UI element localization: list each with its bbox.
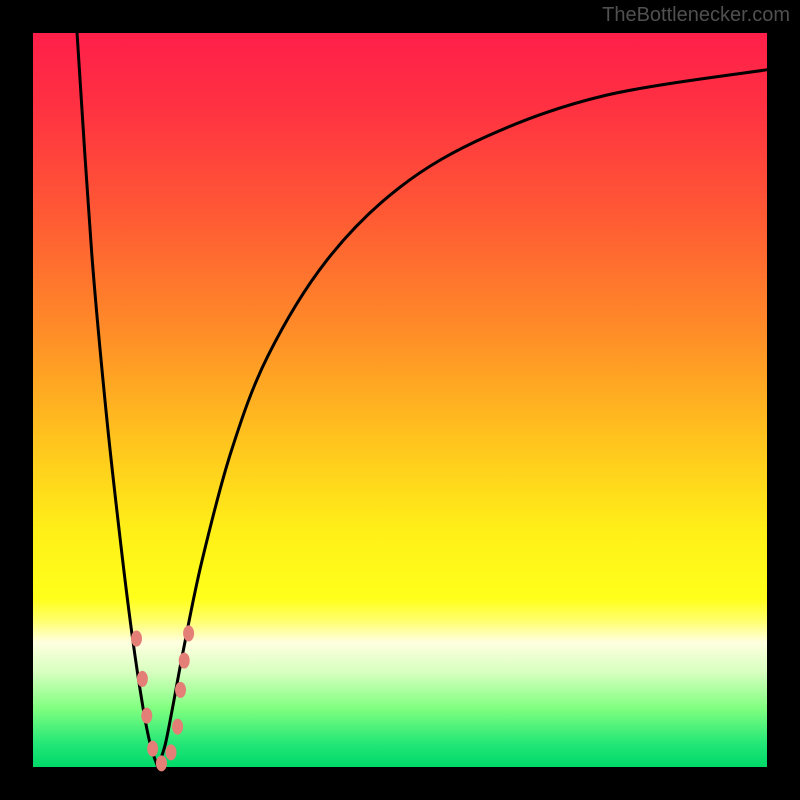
data-marker: [175, 682, 186, 698]
data-marker: [183, 625, 194, 641]
chart-container: TheBottlenecker.com: [0, 0, 800, 800]
data-marker: [172, 719, 183, 735]
bottleneck-chart: [0, 0, 800, 800]
data-marker: [147, 741, 158, 757]
data-marker: [179, 653, 190, 669]
plot-background: [33, 33, 767, 767]
data-marker: [165, 744, 176, 760]
data-marker: [137, 671, 148, 687]
data-marker: [156, 755, 167, 771]
data-marker: [131, 631, 142, 647]
watermark-text: TheBottlenecker.com: [602, 4, 790, 27]
data-marker: [141, 708, 152, 724]
